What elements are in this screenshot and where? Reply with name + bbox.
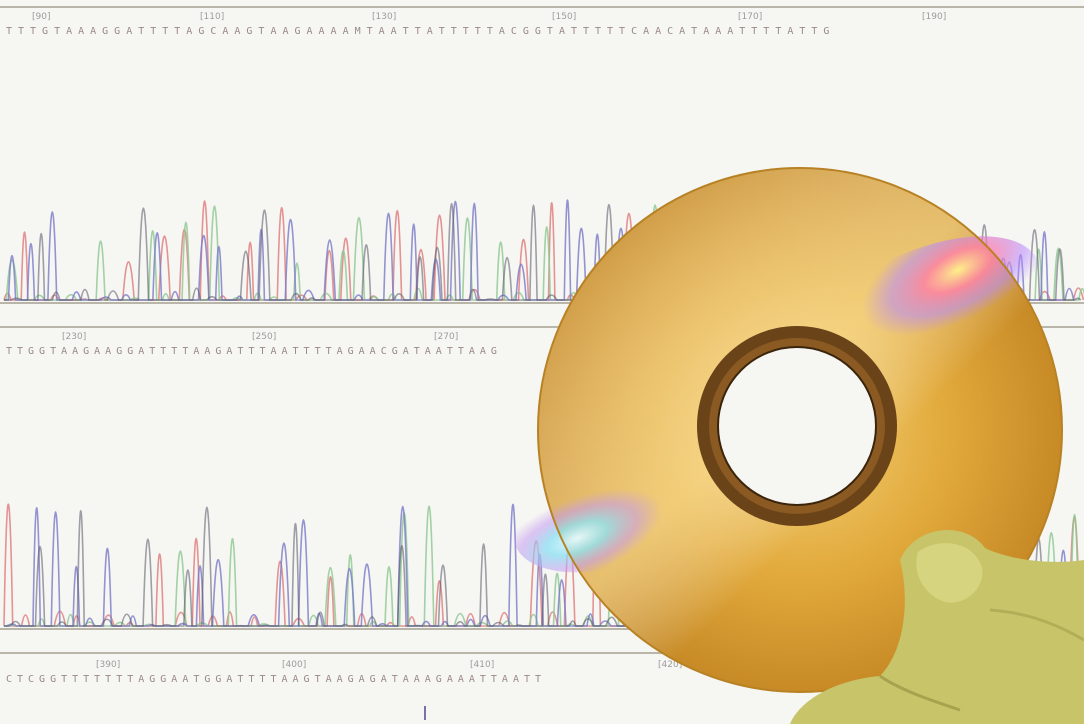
position-tick: [150] (552, 12, 577, 22)
bottom-position-ticks: [390] [400] [410] [420] (0, 660, 1084, 672)
disc-center-hole (717, 346, 877, 506)
top-position-ticks: [90] [110] [130] [150] [170] [190] (0, 12, 1084, 24)
top-border-line (0, 6, 1084, 8)
top-base-sequence: TTTGTAAAGGATTTTAGCAAGTAAGAAAAMTAATTATTTT… (6, 26, 836, 37)
position-tick: [90] (32, 12, 51, 22)
cursor-mark (424, 706, 426, 720)
position-tick: [230] (62, 332, 87, 342)
bottom-divider-line (0, 652, 1084, 654)
middle-base-sequence: TTGGTAAGAAGGATTTTAAGATTTAATTTTAGAACGATAA… (6, 346, 502, 357)
bottom-top-line (0, 628, 1084, 630)
position-tick: [250] (252, 332, 277, 342)
middle-position-ticks: [230] [250] [270] (0, 332, 1084, 344)
glove-hand (790, 529, 1084, 724)
position-tick: [390] (96, 660, 121, 670)
bottom-base-sequence: CTCGGTTTTTTTAGGAATGGATTTTAAGTAAGAGATAAAG… (6, 674, 547, 685)
position-tick: [170] (738, 12, 763, 22)
position-tick: [110] (200, 12, 225, 22)
position-tick: [270] (434, 332, 459, 342)
position-tick: [400] (282, 660, 307, 670)
position-tick: [130] (372, 12, 397, 22)
middle-divider-line (0, 326, 1084, 328)
position-tick: [420] (658, 660, 683, 670)
position-tick: [410] (470, 660, 495, 670)
middle-top-line (0, 302, 1084, 304)
position-tick: [190] (922, 12, 947, 22)
